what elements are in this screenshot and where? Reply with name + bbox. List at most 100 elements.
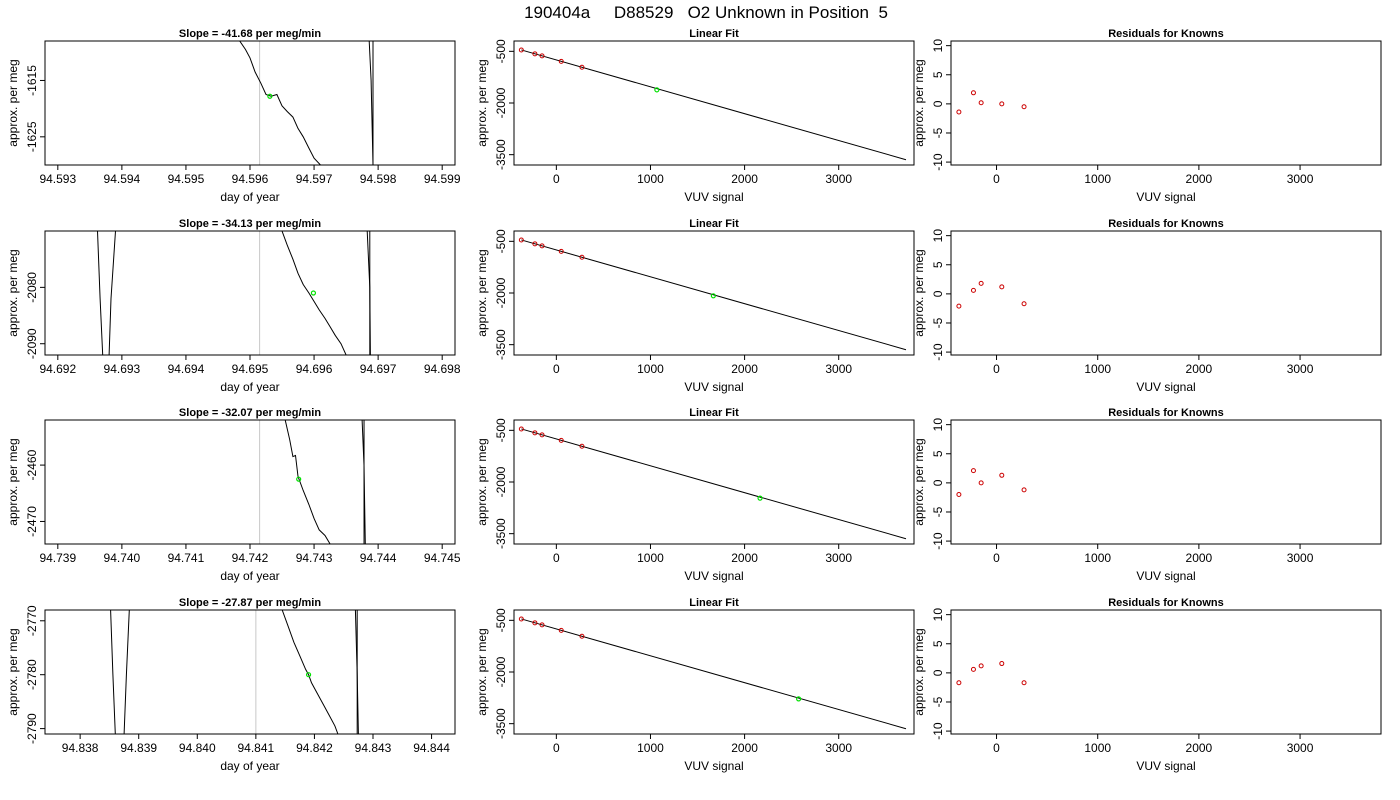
y-tick-label: -2000: [494, 277, 508, 308]
residual-point: [978, 663, 984, 669]
y-tick-label: -2470: [25, 506, 39, 537]
x-axis-label: VUV signal: [684, 569, 743, 583]
trace-line: [354, 610, 359, 734]
fit-line: [521, 428, 907, 540]
residual-point: [999, 472, 1005, 478]
known-point: [539, 53, 545, 59]
y-tick-label: -5: [931, 127, 945, 138]
residual-point: [978, 280, 984, 286]
y-tick-label: -2000: [494, 466, 508, 497]
y-axis-label: approx. per meg: [6, 249, 20, 336]
y-tick-label: 5: [931, 450, 945, 457]
y-tick-label: -1615: [25, 65, 39, 96]
plot-area: [956, 468, 1027, 498]
plot-frame: [44, 230, 456, 356]
x-tick-label: 3000: [1287, 741, 1314, 755]
x-tick-label: 94.597: [296, 172, 333, 186]
x-tick-label: 94.598: [360, 172, 397, 186]
plot-area: [259, 420, 366, 544]
panel-residuals-row-1: Residuals for Knowns 0 1000 2000 3000 -10 -5 0 5…: [912, 28, 1382, 204]
y-tick-label: -3500: [494, 139, 508, 170]
x-axis-label: VUV signal: [684, 380, 743, 394]
x-tick-label: 94.839: [120, 741, 157, 755]
known-point: [558, 58, 564, 64]
known-point: [558, 627, 564, 633]
known-point: [518, 47, 524, 53]
panel-title: Residuals for Knowns: [1108, 597, 1224, 609]
x-tick-label: 94.695: [232, 362, 269, 376]
trace-line: [108, 231, 116, 355]
y-tick-label: -500: [494, 418, 508, 442]
x-tick-label: 3000: [1287, 172, 1314, 186]
x-tick-label: 94.842: [296, 741, 333, 755]
x-tick-label: 94.596: [232, 172, 269, 186]
panel-title: Residuals for Knowns: [1108, 28, 1224, 40]
y-tick-label: -2770: [25, 605, 39, 636]
residual-point: [956, 680, 962, 686]
y-axis-label: approx. per meg: [6, 628, 20, 715]
trace-line: [284, 420, 331, 544]
known-point: [532, 430, 538, 436]
panel-title: Residuals for Knowns: [1108, 218, 1224, 230]
x-axis-label: VUV signal: [684, 759, 743, 773]
panel-title: Residuals for Knowns: [1108, 407, 1224, 419]
x-tick-label: 94.696: [296, 362, 333, 376]
plot-frame: [513, 230, 915, 356]
plot-area: [956, 280, 1027, 309]
x-tick-label: 2000: [1186, 551, 1213, 565]
plot-area: [518, 616, 907, 730]
figure-title: 190404a D88529 O2 Unknown in Position 5: [524, 3, 888, 22]
y-tick-label: 0: [931, 100, 945, 107]
plot-frame: [950, 609, 1382, 735]
x-tick-label: 0: [993, 741, 1000, 755]
plot-area: [110, 610, 359, 734]
unknown-point: [796, 696, 802, 702]
y-tick-label: -500: [494, 229, 508, 253]
trace-line: [361, 420, 366, 544]
panel-timeseries-row-2: Slope = -34.13 per meg/min 94.692 94.693 94…: [6, 218, 461, 394]
x-tick-label: 94.843: [355, 741, 392, 755]
trace-line: [281, 231, 347, 355]
x-tick-label: 0: [993, 551, 1000, 565]
x-tick-label: 3000: [1287, 362, 1314, 376]
plot-area: [97, 231, 371, 355]
panel-title: Slope = -34.13 per meg/min: [179, 218, 321, 230]
residual-point: [970, 666, 976, 672]
y-axis-label: approx. per meg: [475, 628, 489, 715]
x-tick-label: 0: [993, 362, 1000, 376]
x-tick-label: 94.593: [39, 172, 76, 186]
x-tick-label: 94.595: [168, 172, 205, 186]
residual-point: [970, 468, 976, 474]
x-axis-label: VUV signal: [1136, 380, 1195, 394]
y-tick-label: -10: [931, 153, 945, 171]
x-tick-label: 3000: [1287, 551, 1314, 565]
x-tick-label: 94.840: [179, 741, 216, 755]
x-tick-label: 0: [553, 551, 560, 565]
plot-frame: [950, 230, 1382, 356]
x-tick-label: 1000: [1084, 172, 1111, 186]
known-point: [539, 243, 545, 249]
unknown-point: [296, 476, 302, 482]
y-tick-label: -10: [931, 343, 945, 361]
y-tick-label: -2090: [25, 328, 39, 359]
trace-line: [239, 41, 321, 165]
y-tick-label: 5: [931, 261, 945, 268]
residual-point: [1021, 104, 1027, 110]
panel-title: Slope = -41.68 per meg/min: [179, 28, 321, 40]
y-tick-label: -3500: [494, 708, 508, 739]
unknown-point: [267, 93, 273, 99]
known-point: [532, 51, 538, 57]
y-tick-label: 10: [931, 608, 945, 622]
y-tick-label: 0: [931, 669, 945, 676]
x-tick-label: 94.742: [232, 551, 269, 565]
x-tick-label: 2000: [731, 741, 758, 755]
x-axis-label: day of year: [220, 190, 279, 204]
residual-point: [999, 101, 1005, 107]
x-tick-label: 94.744: [360, 551, 397, 565]
y-tick-label: -5: [931, 696, 945, 707]
known-point: [532, 620, 538, 626]
x-tick-label: 1000: [637, 551, 664, 565]
x-tick-label: 94.844: [413, 741, 450, 755]
residual-point: [999, 661, 1005, 667]
x-tick-label: 1000: [1084, 741, 1111, 755]
